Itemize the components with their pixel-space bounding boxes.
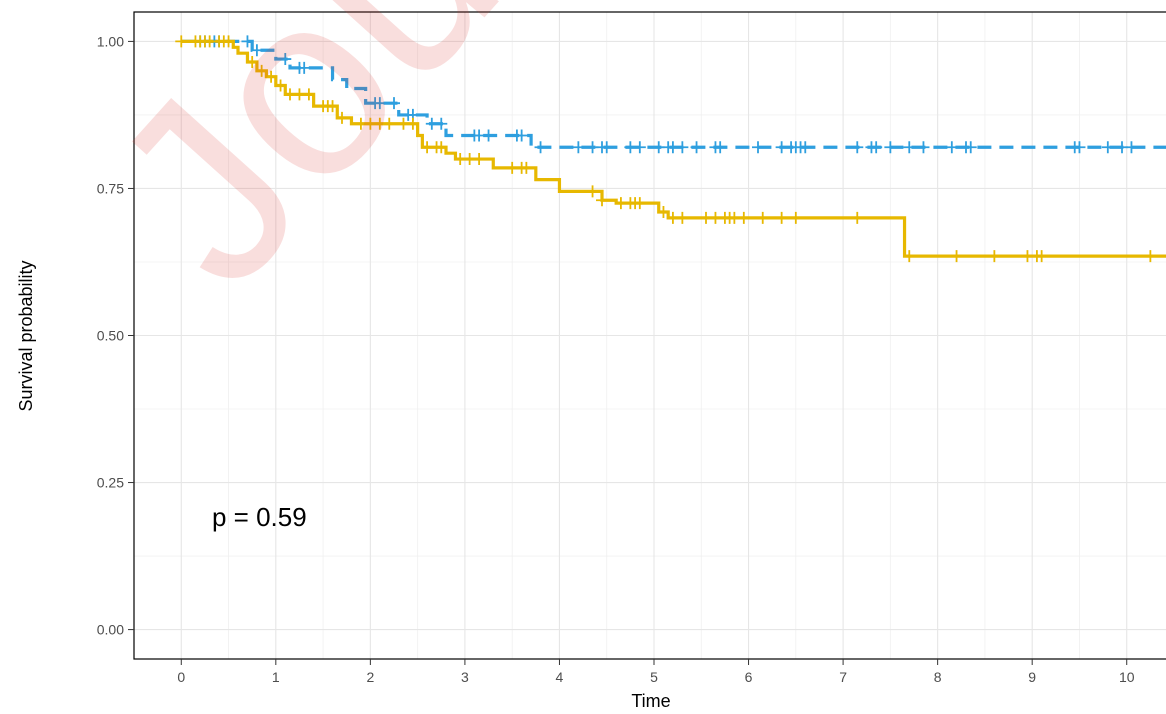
censor-mark: [1035, 250, 1048, 263]
censor-mark: [633, 197, 646, 210]
censor-mark: [388, 97, 400, 110]
censor-mark: [1144, 250, 1157, 263]
censor-mark: [950, 250, 963, 263]
censor-mark: [756, 211, 769, 224]
censor-mark: [964, 141, 977, 154]
y-axis-title: Survival probability: [16, 260, 36, 411]
censor-mark: [676, 211, 689, 224]
censor-mark: [326, 100, 339, 113]
censor-mark: [586, 185, 599, 198]
censor-mark: [657, 205, 670, 218]
grid: [134, 12, 1166, 659]
censor-mark: [600, 141, 613, 154]
censor-mark: [596, 194, 608, 207]
y-tick-label: 0.25: [97, 475, 124, 491]
censor-mark: [473, 153, 486, 166]
y-tick-label: 0.50: [97, 328, 124, 344]
censor-mark: [279, 53, 292, 66]
censor-mark: [373, 97, 386, 110]
x-tick-label: 1: [272, 669, 280, 685]
censor-mark: [714, 141, 727, 154]
censor-mark: [274, 79, 287, 92]
censor-mark: [799, 141, 812, 154]
censor-mark: [789, 211, 802, 224]
censor-mark: [676, 141, 689, 154]
censor-mark: [633, 141, 646, 154]
survival-curves: [181, 39, 1166, 258]
censor-mark: [1163, 146, 1166, 149]
censor-mark: [435, 117, 448, 130]
x-axis-ticks: 0 1 2 3 4 5 6 7 8 9 10: [177, 659, 1135, 685]
y-axis-ticks: 0.00 0.25 0.50 0.75 1.00: [97, 33, 134, 638]
censor-mark: [1073, 141, 1086, 154]
censor-mark: [870, 141, 883, 154]
censor-mark: [302, 88, 315, 101]
y-tick-label: 1.00: [97, 33, 124, 49]
censor-mark: [851, 141, 864, 154]
x-tick-label: 9: [1028, 669, 1036, 685]
censor-mark: [383, 117, 396, 130]
censor-mark: [1125, 141, 1138, 154]
censor-mark: [775, 211, 788, 224]
x-axis-title: Time: [631, 691, 670, 711]
censor-mark: [903, 141, 916, 154]
censor-mark: [917, 141, 930, 154]
censor-mark: [945, 141, 958, 154]
censor-mark: [222, 35, 235, 48]
x-tick-label: 0: [177, 669, 185, 685]
censor-mark: [255, 64, 268, 77]
censor-mark: [884, 141, 897, 154]
censor-mark: [175, 35, 188, 48]
censor-marks: [175, 35, 1166, 263]
censor-mark: [265, 70, 278, 83]
p-value-annotation: p = 0.59: [212, 502, 307, 532]
y-tick-label: 0.75: [97, 180, 124, 196]
censor-mark: [250, 44, 263, 57]
censor-mark: [988, 250, 1001, 263]
survival-curve-dashed: [181, 39, 1166, 149]
journal-watermark: Journal: [56, 0, 842, 337]
x-tick-label: 3: [461, 669, 469, 685]
censor-mark: [435, 141, 448, 154]
censor-mark: [515, 129, 528, 142]
censor-mark: [246, 55, 259, 68]
censor-mark: [482, 129, 495, 142]
censor-mark: [241, 35, 254, 48]
censor-mark: [520, 161, 533, 174]
censor-mark: [1101, 141, 1114, 154]
x-tick-label: 6: [745, 669, 753, 685]
censor-mark: [336, 111, 348, 124]
x-tick-label: 8: [934, 669, 942, 685]
censor-mark: [534, 141, 547, 154]
censor-mark: [752, 141, 764, 154]
censor-mark: [298, 61, 311, 74]
censor-mark: [572, 141, 585, 154]
censor-mark: [903, 250, 916, 263]
censor-mark: [851, 211, 864, 224]
x-tick-label: 5: [650, 669, 658, 685]
censor-mark: [690, 141, 703, 154]
y-tick-label: 0.00: [97, 622, 124, 638]
survival-curve-solid: [181, 39, 1166, 258]
x-tick-label: 10: [1119, 669, 1135, 685]
censor-mark: [737, 211, 750, 224]
censor-mark: [406, 117, 419, 130]
x-tick-label: 7: [839, 669, 847, 685]
x-tick-label: 4: [556, 669, 564, 685]
x-tick-label: 2: [366, 669, 374, 685]
